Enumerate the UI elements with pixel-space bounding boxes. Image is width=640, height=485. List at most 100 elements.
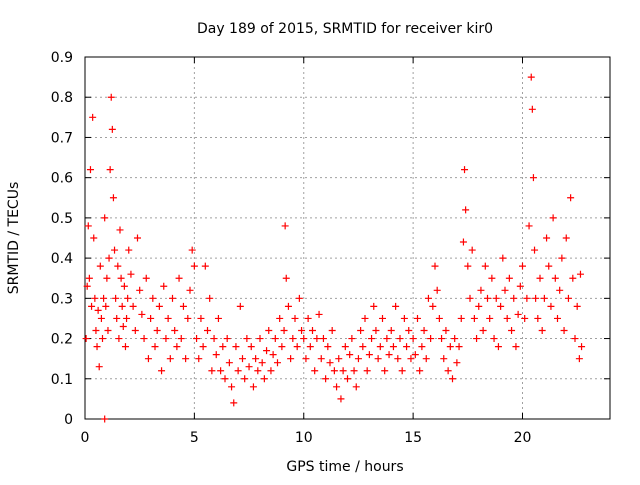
data-point bbox=[243, 335, 251, 343]
data-point bbox=[464, 262, 472, 270]
data-point bbox=[129, 302, 137, 310]
x-tick-label: 0 bbox=[81, 430, 90, 446]
data-point bbox=[381, 367, 389, 375]
data-point bbox=[394, 355, 402, 363]
data-point bbox=[300, 335, 308, 343]
data-point bbox=[339, 367, 347, 375]
data-point bbox=[293, 343, 301, 351]
data-point bbox=[217, 367, 225, 375]
data-point bbox=[95, 363, 103, 371]
data-point bbox=[92, 327, 100, 335]
data-point bbox=[459, 238, 467, 246]
data-point bbox=[190, 262, 198, 270]
y-tick-label: 0.6 bbox=[51, 171, 73, 187]
data-point bbox=[573, 302, 581, 310]
data-point bbox=[567, 194, 575, 202]
data-point bbox=[359, 343, 367, 351]
data-point bbox=[528, 105, 536, 113]
data-point bbox=[354, 355, 362, 363]
data-point bbox=[182, 355, 190, 363]
data-point bbox=[311, 367, 319, 375]
data-point bbox=[333, 383, 341, 391]
data-point bbox=[352, 383, 360, 391]
data-point bbox=[523, 294, 531, 302]
data-point bbox=[392, 302, 400, 310]
data-point bbox=[199, 343, 207, 351]
data-point bbox=[315, 310, 323, 318]
data-point bbox=[429, 302, 437, 310]
data-point bbox=[212, 351, 220, 359]
data-point bbox=[117, 274, 125, 282]
data-point bbox=[304, 314, 312, 322]
data-point bbox=[234, 367, 242, 375]
data-point bbox=[505, 274, 513, 282]
data-point bbox=[521, 314, 529, 322]
x-tick-label: 10 bbox=[295, 430, 313, 446]
data-point bbox=[440, 355, 448, 363]
data-point bbox=[389, 343, 397, 351]
data-point bbox=[337, 395, 345, 403]
data-point bbox=[319, 335, 327, 343]
data-point bbox=[96, 262, 104, 270]
data-point bbox=[247, 343, 255, 351]
data-point bbox=[164, 314, 172, 322]
data-point bbox=[385, 351, 393, 359]
data-point bbox=[350, 367, 358, 375]
data-point bbox=[102, 302, 110, 310]
plot-frame bbox=[84, 56, 611, 420]
data-point bbox=[155, 302, 163, 310]
data-point bbox=[536, 274, 544, 282]
y-tick-label: 0.4 bbox=[51, 251, 73, 267]
x-axis-label: GPS time / hours bbox=[286, 459, 403, 475]
data-point bbox=[370, 302, 378, 310]
data-point bbox=[361, 314, 369, 322]
data-point bbox=[532, 294, 540, 302]
data-point bbox=[208, 367, 216, 375]
data-point bbox=[396, 335, 404, 343]
data-point bbox=[100, 294, 108, 302]
data-point bbox=[140, 335, 148, 343]
data-point bbox=[221, 375, 229, 383]
data-point bbox=[330, 367, 338, 375]
data-point bbox=[177, 335, 185, 343]
data-point bbox=[442, 327, 450, 335]
data-point bbox=[488, 274, 496, 282]
data-point bbox=[446, 343, 454, 351]
data-point bbox=[85, 274, 93, 282]
data-point bbox=[379, 314, 386, 322]
data-point bbox=[94, 306, 102, 314]
data-point bbox=[138, 310, 146, 318]
data-point bbox=[236, 302, 244, 310]
data-point bbox=[547, 302, 555, 310]
chart-title: Day 189 of 2015, SRMTID for receiver kir… bbox=[197, 21, 493, 37]
data-point bbox=[197, 314, 205, 322]
data-point bbox=[554, 314, 561, 322]
data-point bbox=[101, 415, 109, 423]
data-point bbox=[112, 294, 120, 302]
y-tick-label: 0 bbox=[64, 412, 73, 428]
data-point bbox=[449, 375, 456, 383]
data-point bbox=[84, 222, 92, 230]
data-point bbox=[475, 302, 483, 310]
y-tick-label: 0.2 bbox=[51, 332, 73, 348]
data-point bbox=[499, 254, 507, 262]
data-point bbox=[571, 335, 579, 343]
data-point bbox=[289, 335, 297, 343]
data-point bbox=[271, 335, 279, 343]
data-point bbox=[107, 93, 115, 101]
data-point bbox=[82, 335, 90, 343]
data-point bbox=[186, 286, 194, 294]
data-point bbox=[147, 314, 155, 322]
data-point bbox=[510, 294, 518, 302]
axes: 0 0.1 0.2 0.3 0.4 0.5 0.6 0.7 0.8 0.9 0 5 10 15 20 bbox=[51, 50, 611, 446]
data-point bbox=[534, 314, 542, 322]
data-point bbox=[219, 343, 227, 351]
data-point bbox=[564, 294, 572, 302]
data-point bbox=[105, 254, 113, 262]
data-point bbox=[144, 355, 152, 363]
data-point bbox=[494, 343, 502, 351]
data-point bbox=[576, 270, 584, 278]
data-point bbox=[328, 327, 336, 335]
data-point bbox=[204, 327, 211, 335]
data-point bbox=[106, 166, 114, 174]
